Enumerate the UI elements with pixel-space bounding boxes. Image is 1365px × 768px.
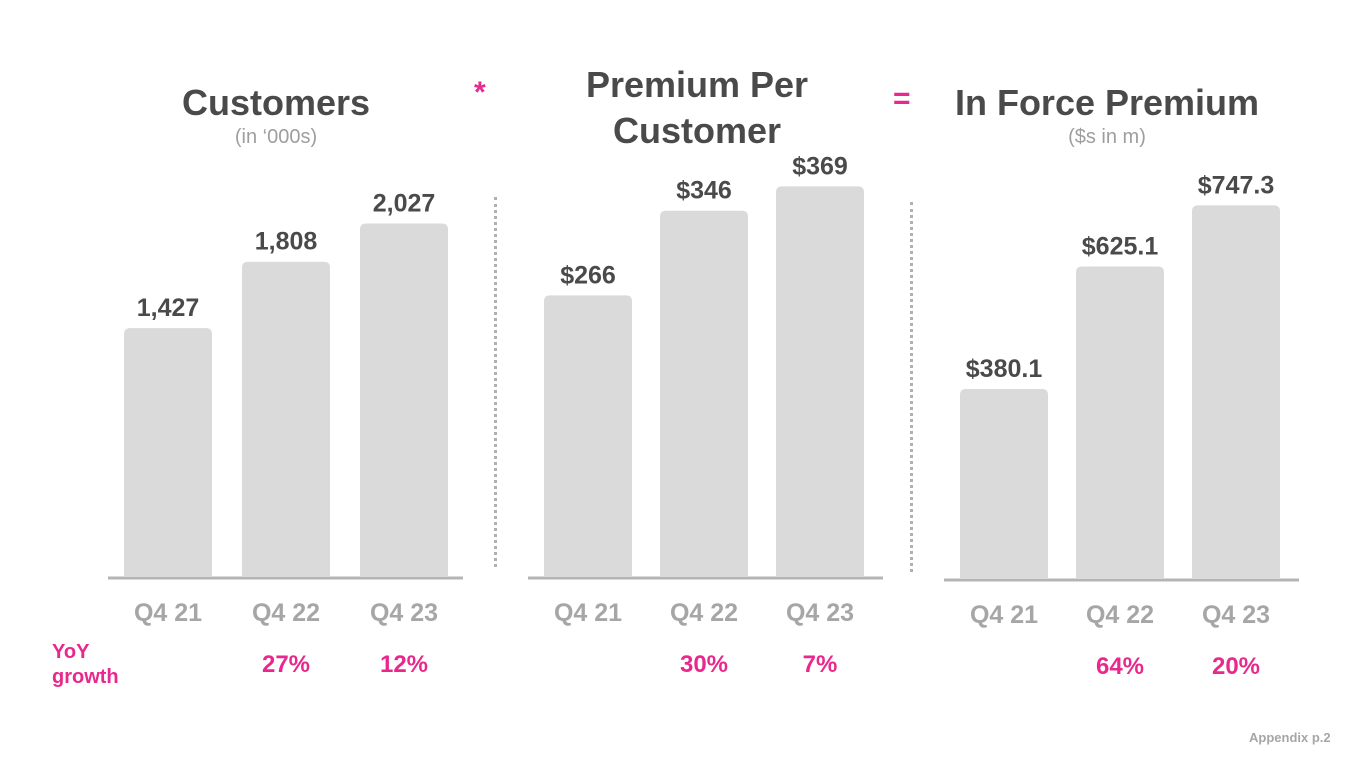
bar-q4-21 <box>124 328 212 577</box>
chart-title-line-2: Customer <box>612 110 782 151</box>
bar-q4-23 <box>776 186 864 577</box>
x-tick-label: Q4 23 <box>786 599 854 627</box>
equals-operator: = <box>893 82 911 115</box>
value-label: $625.1 <box>1082 232 1159 260</box>
x-tick-label: Q4 22 <box>252 599 320 627</box>
value-label: $380.1 <box>966 355 1043 383</box>
x-tick-label: Q4 21 <box>970 601 1038 629</box>
x-tick-label: Q4 22 <box>670 599 738 627</box>
bar-q4-22 <box>660 210 748 577</box>
value-label: 1,808 <box>255 228 318 256</box>
chart-title-line-1: Premium Per <box>585 64 809 105</box>
yoy-growth-value: 27% <box>262 651 310 678</box>
bar-q4-22 <box>242 261 330 577</box>
chart-title-in-force-premium: In Force Premium <box>954 82 1260 123</box>
multiply-operator: * <box>474 76 486 109</box>
chart-subtitle-in-force-premium: ($s in m) <box>1068 126 1146 148</box>
yoy-growth-value: 64% <box>1096 653 1144 680</box>
x-tick-label: Q4 21 <box>134 599 202 627</box>
bar-q4-23 <box>360 223 448 577</box>
bar-q4-21 <box>544 295 632 577</box>
yoy-growth-label-line-2: growth <box>52 666 119 688</box>
value-label: $747.3 <box>1198 171 1274 199</box>
bar-q4-22 <box>1076 266 1164 579</box>
chart-title-customers: Customers <box>181 82 371 123</box>
value-label: 1,427 <box>137 294 200 322</box>
divider-dotted-2 <box>910 202 913 572</box>
x-tick-label: Q4 23 <box>1202 601 1270 629</box>
value-label: $346 <box>676 177 732 205</box>
x-tick-label: Q4 22 <box>1086 601 1154 629</box>
yoy-growth-value: 7% <box>803 651 838 678</box>
chart-in-force-premium-svg: $380.1 Q4 21 $625.1 Q4 22 64% $747.3 Q4 23 20% <box>944 171 1299 680</box>
x-tick-label: Q4 23 <box>370 599 438 627</box>
value-label: $266 <box>560 261 616 289</box>
bar-q4-23 <box>1192 205 1280 579</box>
page-footer: Appendix p.2 <box>1249 730 1331 745</box>
bar-q4-21 <box>960 388 1048 579</box>
yoy-growth-value: 20% <box>1212 653 1260 680</box>
chart-customers-svg: 1,427 Q4 21 1,808 Q4 22 27% 2,027 Q4 23 12% <box>108 190 463 678</box>
divider-dotted-1 <box>494 197 497 567</box>
yoy-growth-label: YoY growth <box>52 640 119 690</box>
yoy-growth-value: 30% <box>680 651 728 678</box>
chart-premium-per-customer-svg: $266 Q4 21 $346 Q4 22 30% $369 Q4 23 7% <box>528 152 883 678</box>
yoy-growth-label-line-1: YoY <box>52 641 90 663</box>
x-tick-label: Q4 21 <box>554 599 622 627</box>
chart-title-premium-per-customer: Premium Per Customer <box>567 62 827 154</box>
value-label: 2,027 <box>373 190 436 218</box>
chart-subtitle-customers: (in ‘000s) <box>234 126 318 148</box>
yoy-growth-value: 12% <box>380 651 428 678</box>
value-label: $369 <box>792 152 848 180</box>
